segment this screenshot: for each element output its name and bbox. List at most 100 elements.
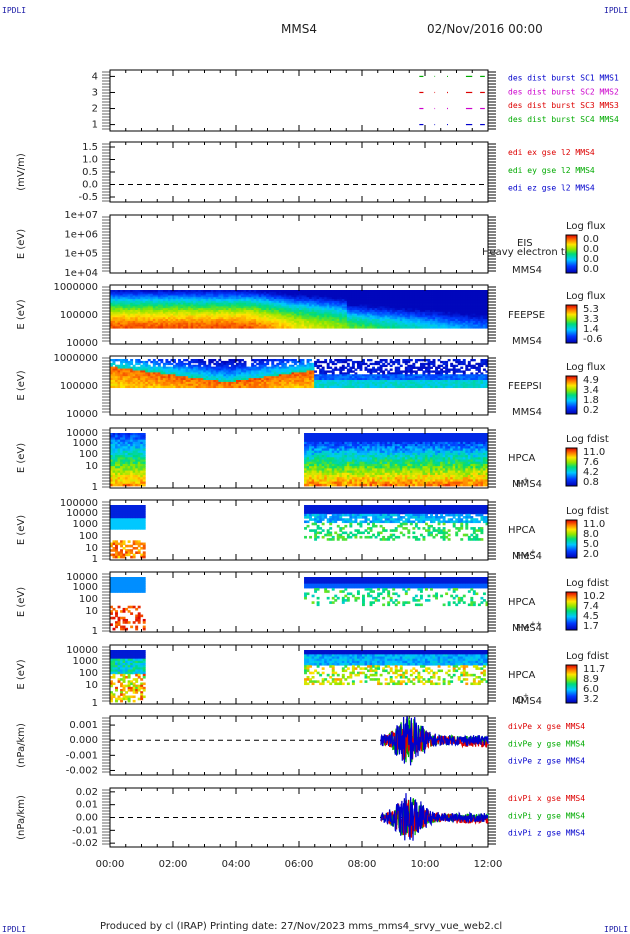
spectrogram-cell [278, 381, 282, 385]
spectrogram-cell [261, 300, 265, 304]
spectrogram-cell [399, 295, 403, 298]
spectrogram-cell [137, 360, 141, 364]
spectrogram-cell [286, 383, 290, 387]
spectrogram-cell [309, 372, 312, 375]
spectrogram-cell [377, 293, 381, 296]
spectrogram-cell [210, 293, 214, 296]
spectrogram-cell [157, 291, 161, 295]
spectrogram-cell [188, 299, 192, 302]
spectrogram-cell [205, 293, 209, 296]
spectrogram-cell [314, 324, 318, 327]
spectrogram-cell [364, 383, 368, 387]
spectrogram-cell [150, 378, 154, 381]
spectrogram-cell [225, 380, 229, 383]
spectrogram-cell [130, 366, 134, 369]
spectrogram-cell [329, 322, 333, 325]
spectrogram-cell [336, 299, 340, 302]
spectrogram-cell [195, 378, 199, 381]
spectrogram-cell [387, 297, 391, 300]
spectrogram-cell [339, 383, 343, 387]
spectrogram-cell [248, 380, 252, 383]
spectrogram-cell [230, 374, 234, 377]
spectrogram-cell [362, 302, 365, 305]
spectrogram-cell [304, 324, 307, 327]
spectrogram-cell [477, 304, 481, 307]
spectrogram-cell [291, 383, 295, 387]
spectrogram-cell [150, 360, 154, 364]
spectrogram-cell [147, 290, 151, 293]
spectrogram-cell [213, 326, 217, 329]
spectrogram-cell [369, 385, 373, 389]
spectrogram-cell [367, 317, 370, 320]
spectrogram-cell [228, 362, 232, 366]
spectrogram-cell [167, 370, 171, 373]
spectrogram-cell [223, 308, 227, 311]
corner-label-top-right: IPDLI [604, 6, 629, 15]
spectrogram-cell [258, 368, 262, 371]
spectrogram-cell [137, 320, 141, 324]
spectrogram-cell [293, 368, 297, 371]
spectrogram-cell [256, 383, 260, 387]
spectrogram-cell [198, 311, 202, 315]
spectrogram-cell [180, 320, 184, 324]
spectrogram-cell [394, 317, 398, 320]
spectrogram-cell [402, 319, 406, 322]
spectrogram-cell [213, 319, 217, 322]
spectrogram-cell [220, 297, 224, 300]
spectrogram-cell [241, 310, 244, 313]
spectrogram-cell [200, 306, 204, 309]
spectrogram-cell [359, 313, 363, 316]
spectrogram-cell [477, 299, 481, 302]
spectrogram-cell [339, 320, 343, 324]
spectrogram-cell [193, 293, 197, 296]
spectrogram-cell [165, 324, 169, 327]
spectrogram-cell [170, 310, 174, 313]
spectrogram-cell [389, 297, 393, 300]
spectrogram-cell [218, 378, 222, 381]
spectrogram-cell [120, 302, 123, 305]
spectrogram-cell [150, 385, 154, 389]
spectrogram-cell [485, 317, 489, 320]
spectrogram-cell [445, 290, 449, 293]
spectrogram-cell [130, 324, 134, 327]
spectrogram-cell [193, 308, 197, 311]
spectrogram-cell [480, 310, 484, 313]
spectrogram-cell [470, 324, 474, 327]
spectrogram-cell [238, 360, 242, 364]
spectrogram-cell [122, 304, 126, 307]
spectrogram-cell [266, 383, 270, 387]
spectrogram-cell [152, 300, 156, 304]
spectrogram-cell [135, 378, 139, 381]
spectrogram-cell [407, 295, 411, 298]
spectrogram-cell [397, 297, 401, 300]
spectrogram-cell [110, 302, 113, 305]
spectrogram-cell [276, 378, 280, 381]
spectrogram-cell [117, 293, 121, 296]
spectrogram-cell [455, 319, 459, 322]
spectrogram-cell [402, 299, 406, 302]
spectrogram-cell [475, 300, 479, 304]
spectrogram-cell [208, 297, 212, 300]
spectrogram-cell [258, 366, 262, 369]
spectrogram-cell [422, 322, 426, 325]
spectrogram-cell [115, 368, 118, 371]
spectrogram-cell [183, 315, 186, 318]
spectrogram-cell [306, 313, 310, 316]
spectrogram-cell [281, 380, 285, 383]
spectrogram-cell [334, 362, 338, 366]
spectrogram-cell [276, 322, 280, 325]
spectrogram-cell [321, 368, 325, 371]
spectrogram-cell [241, 378, 244, 381]
spectrogram-cell [427, 293, 431, 296]
spectrogram-cell [248, 290, 252, 293]
spectrogram-cell [175, 319, 179, 322]
spectrogram-cell [306, 297, 310, 300]
spectrogram-cell [409, 302, 413, 305]
spectrogram-cell [414, 313, 418, 316]
spectrogram-cell [435, 315, 438, 318]
spectrogram-cell [112, 291, 116, 295]
spectrogram-cell [482, 290, 486, 293]
spectrogram-cell [256, 372, 260, 375]
spectrogram-cell [256, 304, 260, 307]
spectrogram-cell [326, 315, 330, 318]
